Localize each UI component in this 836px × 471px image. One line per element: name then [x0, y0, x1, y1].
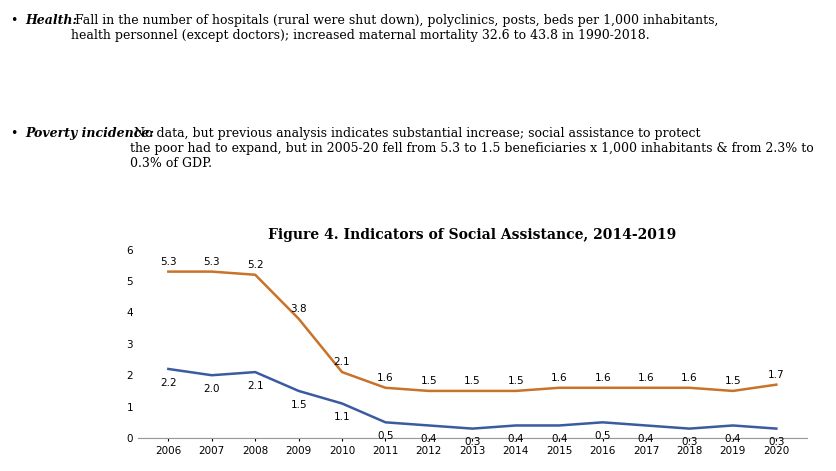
Text: 1.5: 1.5	[421, 376, 437, 386]
Title: Figure 4. Indicators of Social Assistance, 2014-2019: Figure 4. Indicators of Social Assistanc…	[268, 227, 676, 242]
Text: No data, but previous analysis indicates substantial increase; social assistance: No data, but previous analysis indicates…	[130, 127, 813, 170]
Text: 5.2: 5.2	[247, 260, 263, 270]
Text: 3.8: 3.8	[290, 304, 307, 314]
Text: •: •	[11, 14, 23, 27]
Text: 1.5: 1.5	[290, 399, 307, 410]
Text: 1.5: 1.5	[464, 376, 481, 386]
Text: 1.5: 1.5	[725, 376, 742, 386]
Text: 2.1: 2.1	[247, 381, 263, 391]
Text: 1.6: 1.6	[638, 373, 655, 383]
Text: 0.4: 0.4	[507, 434, 524, 444]
Text: 1.6: 1.6	[551, 373, 568, 383]
Text: Poverty incidence:: Poverty incidence:	[25, 127, 154, 140]
Text: 1.6: 1.6	[681, 373, 698, 383]
Text: 5.3: 5.3	[203, 257, 220, 267]
Text: 0.4: 0.4	[421, 434, 437, 444]
Text: 5.3: 5.3	[160, 257, 176, 267]
Text: 0.5: 0.5	[594, 431, 611, 441]
Text: 0.3: 0.3	[768, 437, 785, 447]
Text: 0.4: 0.4	[638, 434, 655, 444]
Text: 2.2: 2.2	[160, 378, 176, 388]
Text: Fall in the number of hospitals (rural were shut down), polyclinics, posts, beds: Fall in the number of hospitals (rural w…	[71, 14, 718, 42]
Text: 0.5: 0.5	[377, 431, 394, 441]
Text: •: •	[11, 127, 23, 140]
Text: 1.6: 1.6	[594, 373, 611, 383]
Text: 1.6: 1.6	[377, 373, 394, 383]
Text: 0.3: 0.3	[464, 437, 481, 447]
Text: 0.4: 0.4	[551, 434, 568, 444]
Text: 1.1: 1.1	[334, 412, 350, 422]
Text: Health:: Health:	[25, 14, 77, 27]
Text: 0.4: 0.4	[725, 434, 742, 444]
Text: 2.1: 2.1	[334, 357, 350, 367]
Text: 1.5: 1.5	[507, 376, 524, 386]
Text: 0.3: 0.3	[681, 437, 698, 447]
Text: 1.7: 1.7	[768, 370, 785, 380]
Text: 2.0: 2.0	[203, 384, 220, 394]
